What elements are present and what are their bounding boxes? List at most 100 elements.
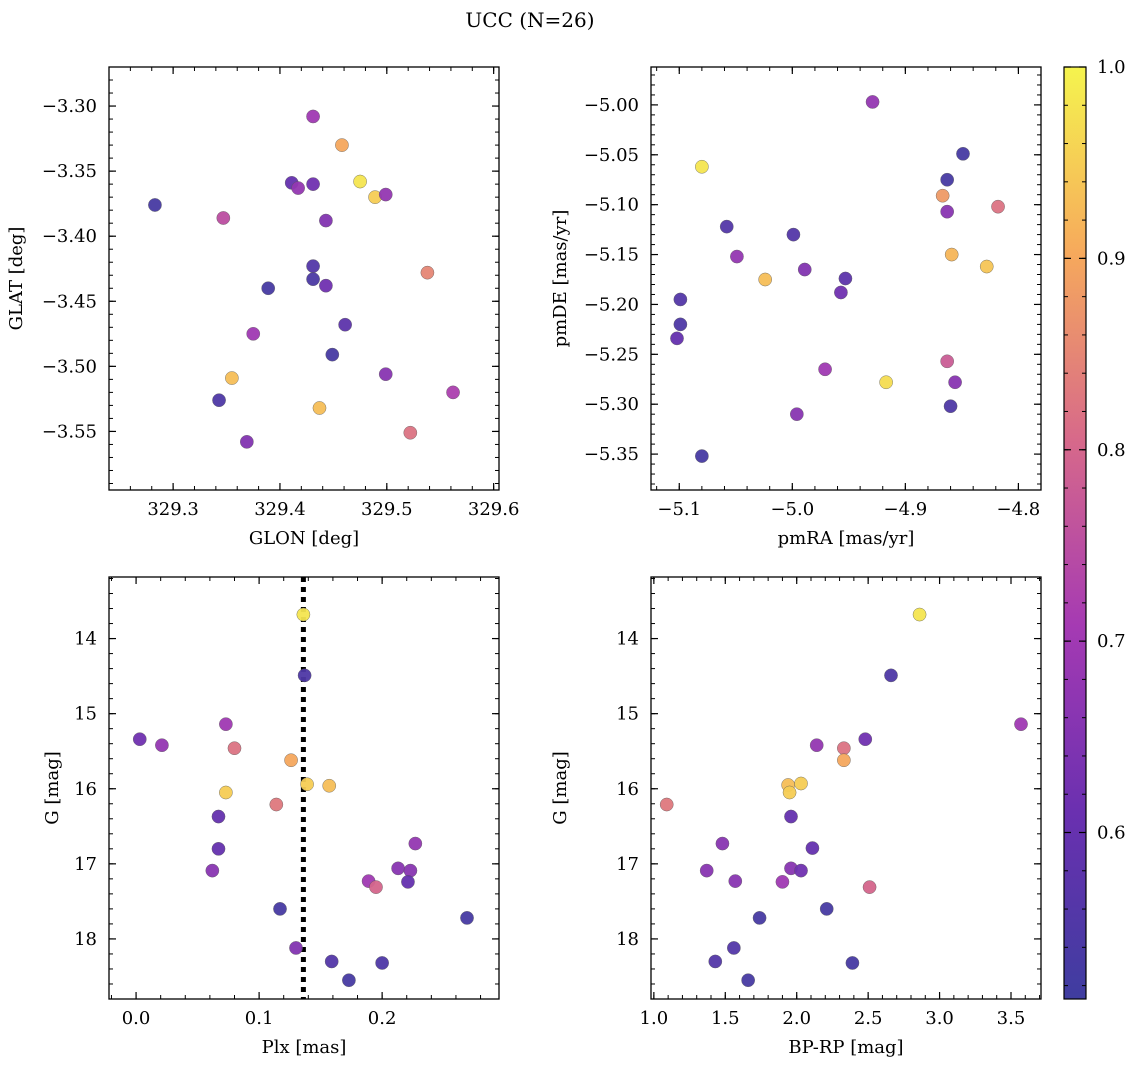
scatter-point — [227, 741, 242, 756]
scatter-point — [912, 607, 927, 622]
scatter-point — [940, 354, 954, 369]
scatter-point — [306, 259, 320, 273]
x-tick-label: 0.2 — [368, 1008, 397, 1029]
scatter-point — [325, 347, 340, 362]
y-tick-label: −5.05 — [584, 145, 639, 166]
figure-title: UCC (N=26) — [465, 8, 594, 32]
y-tick-label: −5.30 — [584, 394, 639, 415]
scatter-point — [727, 941, 741, 955]
scatter-point — [300, 777, 314, 792]
scatter-point — [240, 435, 254, 449]
y-tick-label: 18 — [616, 929, 639, 950]
scatter-point — [296, 607, 311, 622]
x-tick-label: 1.0 — [640, 1008, 669, 1029]
x-tick-label: −5.0 — [770, 499, 814, 520]
scatter-point — [809, 738, 824, 752]
colorbar: 1.0 0.9 0.8 0.7 0.6 — [1063, 57, 1126, 1000]
x-tick-label: 329.5 — [361, 499, 413, 520]
scatter-point — [211, 809, 226, 824]
scatter-point — [403, 425, 418, 440]
scatter-point — [219, 717, 233, 731]
colorbar-tick-label: 0.7 — [1097, 631, 1126, 652]
scatter-point — [273, 902, 287, 916]
scatter-point — [940, 172, 954, 187]
x-tick-label: 2.5 — [854, 1008, 883, 1029]
y-tick-label: −5.20 — [584, 294, 639, 315]
scatter-point — [695, 159, 709, 174]
panels: 329.3 329.4 329.5 329.6 −3.30 −3.35 −3.40 −3.45… — [6, 66, 1042, 1058]
y-tick-label: 17 — [74, 854, 97, 875]
scatter-point — [378, 367, 393, 381]
scatter-point — [673, 292, 688, 307]
scatter-point — [211, 842, 226, 856]
scatter-point — [838, 271, 853, 286]
panel-bottom-right: 1.0 1.5 2.0 2.5 3.0 3.5 14 15 16 17 18 BP-RP [mag] G… — [550, 576, 1042, 1058]
scatter-point — [948, 375, 962, 390]
y-tick-label: −3.45 — [42, 291, 97, 312]
y-tick-label: −5.25 — [584, 344, 639, 365]
y-tick-label: 15 — [74, 704, 97, 725]
colorbar-gradient — [1063, 66, 1087, 1000]
scatter-point — [205, 863, 220, 878]
y-tick-label: −3.50 — [42, 356, 97, 377]
scatter-point — [420, 265, 435, 280]
scatter-point — [401, 875, 415, 889]
scatter-point — [148, 198, 162, 212]
scatter-point — [670, 331, 684, 346]
scatter-point — [391, 861, 405, 876]
scatter-point — [306, 109, 320, 124]
scatter-point — [403, 863, 418, 878]
colorbar-tick-label: 1.0 — [1097, 57, 1126, 78]
scatter-point — [940, 204, 954, 219]
scatter-point — [673, 317, 688, 332]
y-tick-label: −5.35 — [584, 444, 639, 465]
x-tick-label: −4.8 — [997, 499, 1041, 520]
x-tick-label: 3.0 — [925, 1008, 954, 1029]
y-tick-label: 18 — [74, 929, 97, 950]
scatter-point — [353, 174, 367, 189]
scatter-point — [775, 875, 790, 889]
scatter-point — [306, 272, 320, 286]
scatter-point — [979, 259, 994, 274]
scatter-point — [324, 954, 339, 969]
scatter-point — [991, 199, 1005, 214]
scatter-point — [1014, 717, 1028, 731]
scatter-point — [879, 375, 893, 390]
scatter-point — [728, 874, 743, 888]
x-tick-label: 3.5 — [997, 1008, 1026, 1029]
scatter-point — [297, 668, 312, 683]
y-axis-label: G [mag] — [42, 751, 63, 824]
x-tick-label: 2.0 — [782, 1008, 811, 1029]
x-tick-label: −4.9 — [883, 499, 927, 520]
y-tick-label: −3.55 — [42, 421, 97, 442]
scatter-point — [378, 187, 393, 202]
panel-bottom-left: 0.0 0.1 0.2 14 15 16 17 18 Plx [mas] G [mag] — [42, 576, 500, 1058]
scatter-point — [837, 741, 851, 756]
x-tick-label: 329.4 — [254, 499, 306, 520]
scatter-point — [819, 902, 834, 916]
scatter-point — [460, 911, 474, 925]
scatter-point — [699, 863, 714, 878]
scatter-point — [790, 407, 804, 421]
scatter-point — [758, 272, 772, 287]
scatter-point — [212, 393, 226, 407]
scatter-point — [730, 249, 744, 264]
x-tick-label: 1.5 — [711, 1008, 740, 1029]
scatter-point — [338, 317, 352, 332]
y-tick-label: 14 — [616, 629, 639, 650]
scatter-point — [805, 841, 820, 855]
scatter-point — [935, 188, 950, 203]
scatter-point — [225, 371, 239, 385]
scatter-point — [695, 449, 709, 463]
scatter-point — [865, 95, 880, 109]
scatter-point — [715, 836, 730, 851]
scatter-point — [956, 146, 970, 161]
scatter-point — [319, 278, 333, 293]
x-axis-label: pmRA [mas/yr] — [778, 528, 915, 549]
x-tick-label: −5.1 — [657, 499, 701, 520]
axes-frame — [650, 66, 1042, 491]
x-tick-label: 0.0 — [122, 1008, 151, 1029]
scatter-point — [322, 778, 337, 793]
scatter-point — [219, 785, 233, 800]
colorbar-tick-label: 0.9 — [1097, 248, 1126, 269]
